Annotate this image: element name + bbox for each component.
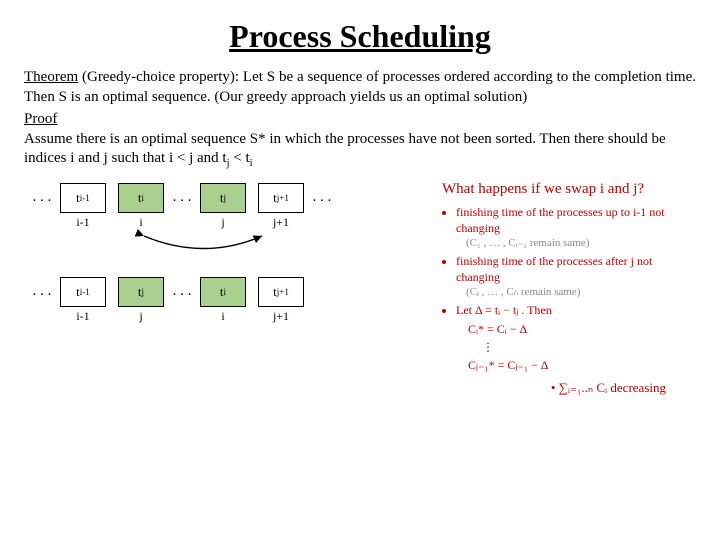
labels-row-2: i-1 j i j+1 <box>24 309 434 335</box>
box-i-swapped: ti <box>200 277 246 307</box>
box-i-1: ti-1 <box>60 183 106 213</box>
page-title: Process Scheduling <box>24 18 696 55</box>
annotation-panel: What happens if we swap i and j? finishi… <box>442 181 696 375</box>
annotation-list: finishing time of the processes up to i-… <box>442 204 696 319</box>
label: i-1 <box>60 309 106 324</box>
label: i-1 <box>60 215 106 230</box>
sub-note: (C₁ , … , Cᵢ₋₁ remain same) <box>466 236 696 251</box>
dots: . . . <box>24 189 60 206</box>
diagram-left: . . . ti-1 ti . . . tj tj+1 . . . i-1 i … <box>24 181 434 375</box>
equation: Cⱼ₋₁* = Cⱼ₋₁ − Δ <box>468 356 696 374</box>
vdots-icon: ⋮ <box>468 338 508 356</box>
box-j-plus-1: tj+1 <box>258 277 304 307</box>
dots: . . . <box>164 283 200 300</box>
annotation-heading: What happens if we swap i and j? <box>442 181 696 198</box>
dots: . . . <box>24 283 60 300</box>
label: i <box>200 309 246 324</box>
list-item: finishing time of the processes after j … <box>456 253 696 300</box>
box-i: ti <box>118 183 164 213</box>
sequence-row-2: . . . ti-1 tj . . . ti tj+1 <box>24 275 434 309</box>
box-j-swapped: tj <box>118 277 164 307</box>
dots: . . . <box>164 189 200 206</box>
theorem-text: (Greedy-choice property): Let S be a seq… <box>24 69 696 105</box>
labels-row-1: i-1 i j j+1 <box>24 215 434 241</box>
theorem-paragraph: Theorem (Greedy-choice property): Let S … <box>24 67 696 108</box>
label: j+1 <box>258 215 304 230</box>
label: j <box>118 309 164 324</box>
assume-text: Assume there is an optimal sequence S* i… <box>24 130 696 171</box>
label: j+1 <box>258 309 304 324</box>
dots: . . . <box>304 189 340 206</box>
proof-label: Proof <box>24 111 696 128</box>
list-item: finishing time of the processes up to i-… <box>456 204 696 251</box>
label: i <box>118 215 164 230</box>
box-j-plus-1: tj+1 <box>258 183 304 213</box>
theorem-label: Theorem <box>24 69 78 85</box>
box-j: tj <box>200 183 246 213</box>
bottom-conclusion: • ∑ᵢ₌₁..ₙ Cᵢ decreasing <box>24 380 696 396</box>
box-i-1: ti-1 <box>60 277 106 307</box>
sub-note: (Cⱼ , … , Cₙ remain same) <box>466 285 696 300</box>
diagram-area: . . . ti-1 ti . . . tj tj+1 . . . i-1 i … <box>24 181 696 375</box>
math-equations: Cᵢ* = Cᵢ − Δ ⋮ Cⱼ₋₁* = Cⱼ₋₁ − Δ <box>468 320 696 374</box>
equation: Cᵢ* = Cᵢ − Δ <box>468 320 696 338</box>
sequence-row-1: . . . ti-1 ti . . . tj tj+1 . . . <box>24 181 434 215</box>
list-item: Let Δ = tᵢ − tⱼ . Then <box>456 302 696 318</box>
label: j <box>200 215 246 230</box>
